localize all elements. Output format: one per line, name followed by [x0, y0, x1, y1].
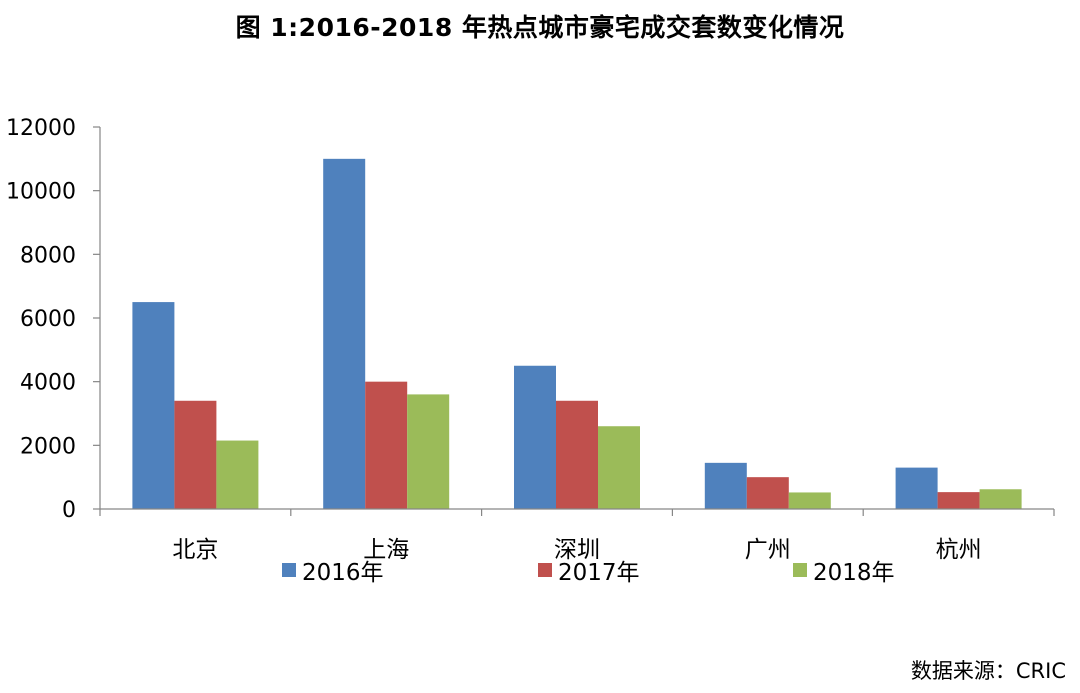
bar-北京-2018年 — [216, 440, 259, 509]
x-tick-label: 北京 — [172, 537, 218, 563]
bar-上海-2017年 — [365, 381, 408, 509]
bar-深圳-2017年 — [556, 400, 598, 509]
x-tick-label: 深圳 — [554, 537, 600, 563]
y-tick-label: 6000 — [20, 307, 76, 332]
legend-label: 2016年 — [302, 560, 384, 586]
bar-上海-2018年 — [407, 394, 450, 509]
legend-swatch — [538, 563, 552, 577]
legend-swatch — [282, 563, 296, 577]
bar-北京-2016年 — [132, 302, 175, 509]
bar-杭州-2016年 — [895, 467, 938, 509]
y-tick-label: 0 — [62, 498, 76, 523]
bar-广州-2018年 — [788, 492, 831, 509]
legend-label: 2018年 — [813, 560, 895, 586]
bar-上海-2016年 — [323, 158, 366, 510]
legend-swatch — [793, 563, 807, 577]
y-tick-label: 10000 — [6, 180, 76, 205]
bar-广州-2017年 — [746, 477, 789, 509]
y-tick-label: 12000 — [6, 116, 76, 141]
x-tick-label: 广州 — [745, 537, 791, 563]
bar-广州-2016年 — [704, 462, 747, 509]
bar-北京-2017年 — [174, 400, 217, 509]
chart-title: 图 1:2016-2018 年热点城市豪宅成交套数变化情况 — [235, 13, 845, 42]
y-tick-label: 8000 — [20, 243, 76, 268]
bar-深圳-2016年 — [514, 365, 556, 509]
bar-杭州-2018年 — [979, 489, 1022, 509]
bar-深圳-2018年 — [598, 426, 640, 509]
source-note: 数据来源：CRIC — [910, 659, 1066, 683]
x-tick-label: 上海 — [363, 537, 409, 563]
y-tick-label: 2000 — [20, 434, 76, 459]
legend-label: 2017年 — [558, 560, 640, 586]
y-tick-label: 4000 — [20, 371, 76, 396]
bar-杭州-2017年 — [937, 492, 980, 509]
x-tick-label: 杭州 — [936, 537, 982, 563]
